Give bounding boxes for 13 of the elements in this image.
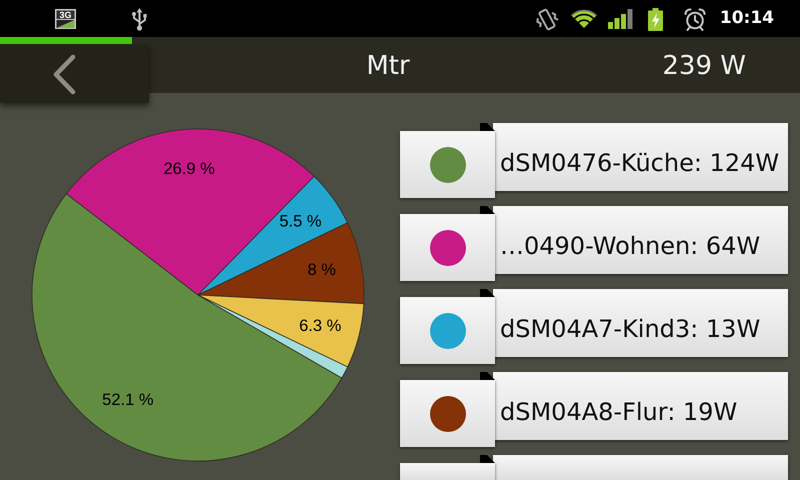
legend-label: …0490-Wohnen: 64W — [500, 232, 760, 260]
legend-label: dSM04A8-Flur: 19W — [500, 398, 738, 426]
data-label: 6.3 % — [299, 317, 342, 336]
data-label: 26.9 % — [163, 160, 216, 178]
mobile-data-icon: 3G — [55, 9, 76, 29]
data-label: 8 % — [307, 261, 336, 280]
legend-label: dSM0476-Küche: 124W — [500, 149, 780, 177]
text: 239 W — [662, 50, 746, 83]
data-label: 5.5 % — [279, 212, 322, 230]
text: 10:14 — [720, 7, 774, 29]
chart-title: Mtr — [365, 50, 411, 83]
data-label: 52.1 % — [102, 390, 154, 409]
legend-label: dSM04A7-Kind3: 13W — [500, 315, 760, 343]
